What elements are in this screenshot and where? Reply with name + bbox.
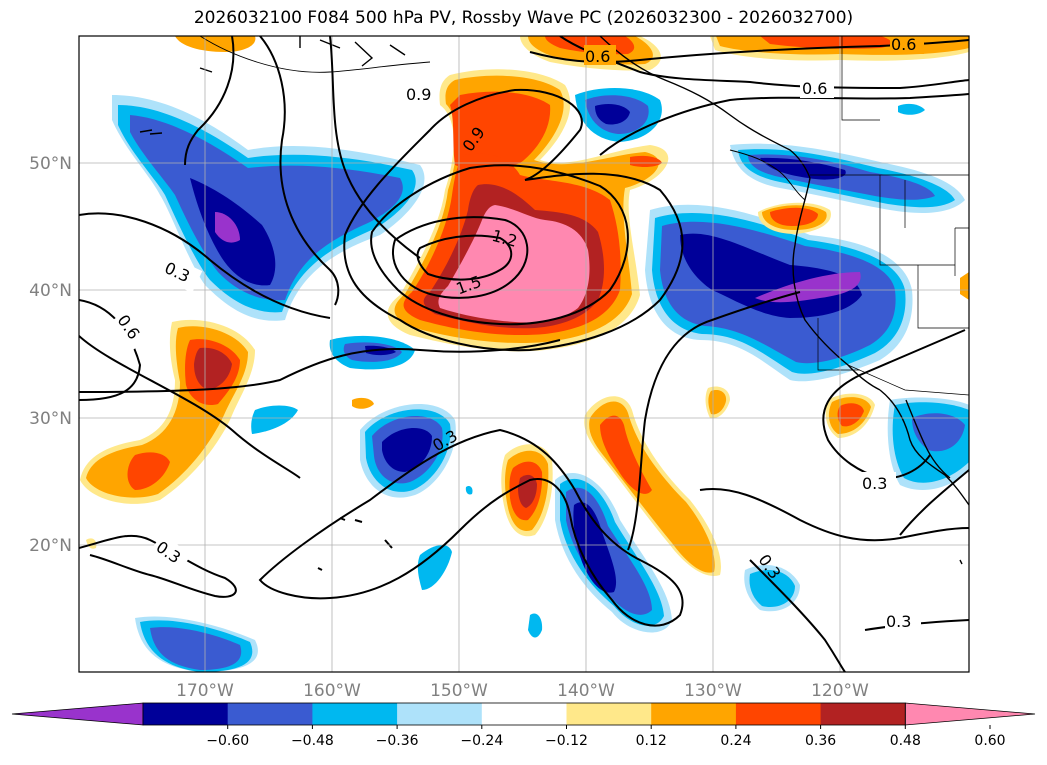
lon-label: 130°W — [684, 681, 742, 701]
colorbar-segment — [820, 703, 906, 725]
pv-contours — [79, 36, 969, 672]
negative-anomaly-bc-coast — [575, 88, 965, 213]
colorbar-tick-label: −0.24 — [460, 733, 503, 749]
negative-anomaly-subtropics — [135, 103, 969, 672]
contour-label: 0.9 — [406, 85, 431, 104]
colorbar-tick-label: −0.36 — [376, 733, 419, 749]
negative-anomaly-northeast-pacific — [645, 204, 913, 382]
contour-label: 0.6 — [802, 79, 827, 98]
negative-anomaly-west-pacific — [112, 95, 425, 321]
shaded-field: 0.6 0.6 0.6 0.9 0.9 1.2 1.5 0.3 0.6 0.3 … — [79, 35, 969, 672]
lat-label: 40°N — [29, 281, 72, 301]
lon-label: 140°W — [557, 681, 615, 701]
colorbar-segment — [397, 703, 483, 725]
contour-label: 0.6 — [585, 47, 610, 66]
map-title: 2026032100 F084 500 hPa PV, Rossby Wave … — [193, 8, 854, 28]
lat-label: 20°N — [29, 536, 72, 556]
contour-label: 0.3 — [886, 612, 911, 631]
colorbar-tick-label: 0.60 — [974, 733, 1005, 749]
longitude-labels: 170°W 160°W 150°W 140°W 130°W 120°W — [176, 681, 869, 701]
lon-label: 150°W — [430, 681, 488, 701]
gridlines — [79, 36, 969, 672]
lon-label: 160°W — [303, 681, 361, 701]
colorbar-tick-label: 0.24 — [720, 733, 751, 749]
latitude-labels: 50°N 40°N 30°N 20°N — [29, 154, 72, 556]
colorbar-extend-min — [11, 702, 144, 726]
colorbar-segment — [227, 703, 313, 725]
colorbar-segment — [651, 703, 737, 725]
colorbar-tick-label: 0.48 — [890, 733, 921, 749]
colorbar-segment — [481, 703, 567, 725]
colorbar-frame — [142, 702, 906, 726]
coastlines — [139, 36, 969, 571]
colorbar-segment — [143, 703, 229, 725]
borders — [810, 36, 969, 396]
lon-label: 170°W — [176, 681, 234, 701]
colorbar-segment — [312, 703, 398, 725]
contour-label: 0.6 — [891, 35, 916, 54]
map-frame — [78, 35, 970, 673]
colorbar-segment — [735, 703, 822, 725]
colorbar-segment — [566, 703, 652, 725]
lat-label: 30°N — [29, 409, 72, 429]
colorbar-tick-label: −0.12 — [545, 733, 588, 749]
colorbar: −0.60 −0.48 −0.36 −0.24 −0.12 0.12 0.24 0.36 0.4… — [11, 702, 1036, 749]
colorbar-tick-label: 0.12 — [636, 733, 667, 749]
contour-label: 0.3 — [862, 474, 887, 493]
colorbar-tick-label: 0.36 — [805, 733, 836, 749]
lat-label: 50°N — [29, 154, 72, 174]
colorbar-tick-label: −0.60 — [206, 733, 249, 749]
positive-anomaly-other — [80, 36, 969, 576]
colorbar-extend-max — [904, 702, 1036, 726]
lon-label: 120°W — [811, 681, 869, 701]
colorbar-tick-label: −0.48 — [291, 733, 334, 749]
